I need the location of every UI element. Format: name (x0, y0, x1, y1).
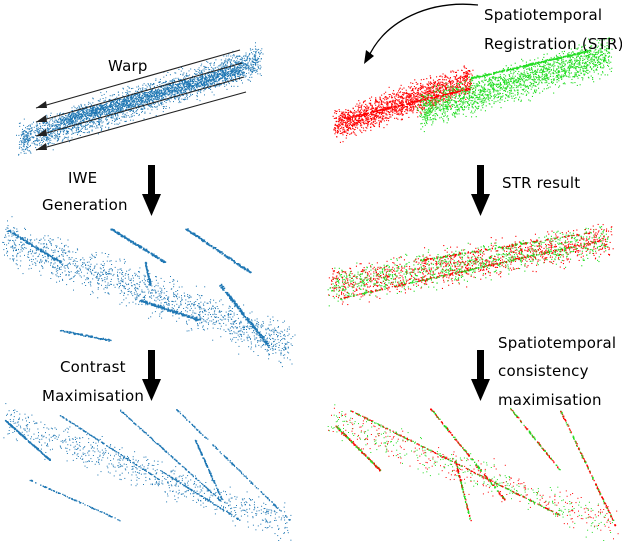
contrast-max-panel (3, 403, 292, 541)
curved-arrow (367, 3, 479, 59)
str-input-panel (332, 37, 613, 143)
iwe-label-line1: IWE (68, 169, 98, 187)
warp-arrowhead (36, 129, 47, 136)
warp-arrow (35, 76, 245, 137)
warp-arrowhead (36, 101, 47, 108)
str-result-label: STR result (502, 174, 581, 192)
stc-label-line1: Spatiotemporal (498, 334, 617, 352)
down-arrows (142, 165, 490, 401)
stc-max-panel (327, 404, 619, 541)
str-title-line1: Spatiotemporal (484, 6, 603, 24)
down-arrow-iwe (142, 165, 161, 216)
warp-arrow (35, 91, 247, 151)
iwe-panel (2, 216, 296, 368)
down-arrow-stc (471, 350, 490, 401)
warp-arrowheads (36, 101, 47, 150)
warp-label: Warp (108, 57, 148, 75)
stc-label-line3: maximisation (498, 391, 602, 409)
warp-arrow (35, 49, 241, 109)
contrast-label-line2: Maximisation (42, 387, 145, 405)
str-title-line2: Registration (STR) (484, 35, 622, 53)
down-arrow-str (471, 165, 490, 216)
down-arrow-contrast (142, 350, 161, 401)
warp-arrowhead (36, 143, 47, 150)
warp-arrow (35, 62, 243, 123)
warp-arrowhead (36, 115, 47, 122)
contrast-label-line1: Contrast (60, 358, 126, 376)
iwe-label-line2: Generation (42, 196, 128, 214)
warp-arrows (35, 49, 247, 151)
stc-label-line2: consistency (498, 362, 589, 380)
curved-arrowhead (364, 50, 374, 64)
str-result-panel (327, 223, 614, 307)
raw-events-panel (16, 42, 264, 156)
